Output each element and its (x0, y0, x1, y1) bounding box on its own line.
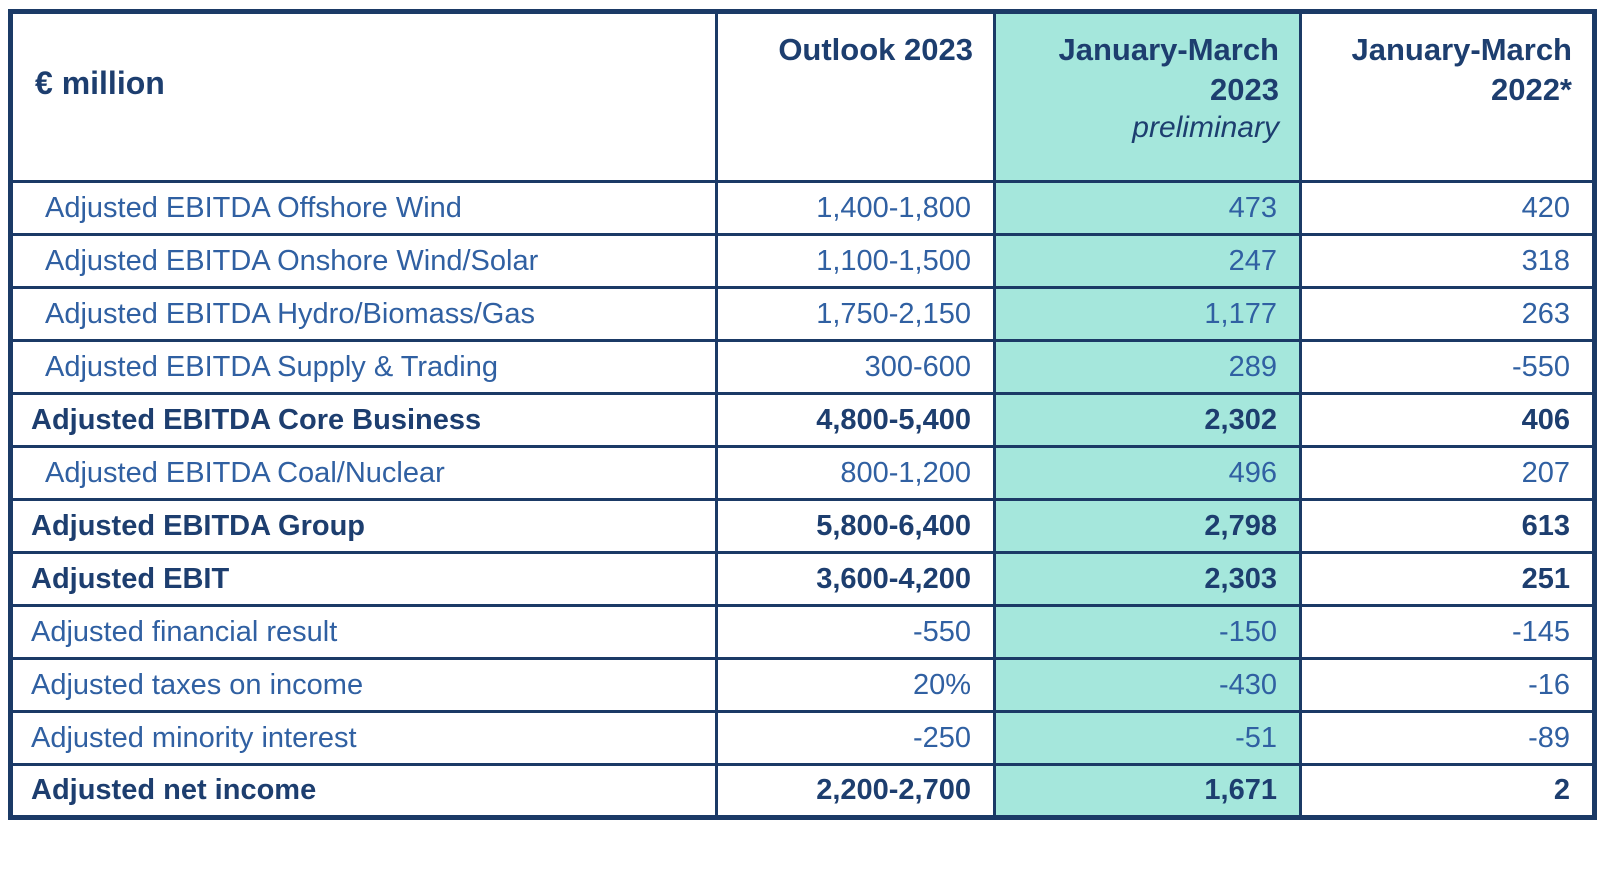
row-label: Adjusted net income (9, 763, 718, 819)
table-body: Adjusted EBITDA Offshore Wind 1,400-1,800… (9, 180, 1596, 819)
column-header-jan-march-2022: January-March 2022* (1299, 10, 1596, 183)
q1-2022-value: 406 (1299, 392, 1596, 448)
table-row: Adjusted net income 2,200-2,700 1,671 2 (9, 763, 1596, 819)
row-label: Adjusted EBITDA Coal/Nuclear (9, 445, 718, 501)
row-label: Adjusted EBITDA Offshore Wind (9, 180, 718, 236)
table-row: Adjusted financial result -550 -150 -145 (9, 604, 1596, 660)
outlook-value: 4,800-5,400 (715, 392, 996, 448)
outlook-value: 1,750-2,150 (715, 286, 996, 342)
table-row: Adjusted EBIT 3,600-4,200 2,303 251 (9, 551, 1596, 607)
q1-2023-value: 2,302 (993, 392, 1302, 448)
results-table: € million Outlook 2023 January-March 202… (8, 9, 1597, 820)
row-label: Adjusted EBITDA Group (9, 498, 718, 554)
table-header-row: € million Outlook 2023 January-March 202… (9, 10, 1596, 183)
q1-2022-value: -16 (1299, 657, 1596, 713)
column-header-jan-march-2022-label: January-March 2022* (1351, 32, 1572, 107)
outlook-value: 3,600-4,200 (715, 551, 996, 607)
q1-2023-value: -430 (993, 657, 1302, 713)
outlook-value: 1,100-1,500 (715, 233, 996, 289)
table-row: Adjusted EBITDA Supply & Trading 300-600 2… (9, 339, 1596, 395)
q1-2022-value: 318 (1299, 233, 1596, 289)
outlook-value: 20% (715, 657, 996, 713)
row-label: Adjusted EBIT (9, 551, 718, 607)
unit-label: € million (9, 10, 718, 183)
outlook-value: 800-1,200 (715, 445, 996, 501)
q1-2023-value: 247 (993, 233, 1302, 289)
q1-2023-value: 1,671 (993, 763, 1302, 819)
q1-2023-value: 496 (993, 445, 1302, 501)
table-row: Adjusted EBITDA Offshore Wind 1,400-1,800… (9, 180, 1596, 236)
q1-2023-value: 2,798 (993, 498, 1302, 554)
column-header-outlook-2023: Outlook 2023 (715, 10, 996, 183)
q1-2022-value: 613 (1299, 498, 1596, 554)
q1-2022-value: -89 (1299, 710, 1596, 766)
table-row: Adjusted taxes on income 20% -430 -16 (9, 657, 1596, 713)
q1-2023-value: 1,177 (993, 286, 1302, 342)
row-label: Adjusted EBITDA Core Business (9, 392, 718, 448)
column-header-jan-march-2023-label: January-March 2023 (1058, 32, 1279, 107)
q1-2022-value: 2 (1299, 763, 1596, 819)
row-label: Adjusted EBITDA Hydro/Biomass/Gas (9, 286, 718, 342)
table-row: Adjusted EBITDA Coal/Nuclear 800-1,200 496… (9, 445, 1596, 501)
page: € million Outlook 2023 January-March 202… (8, 9, 1597, 820)
q1-2022-value: -550 (1299, 339, 1596, 395)
q1-2022-value: 420 (1299, 180, 1596, 236)
row-label: Adjusted EBITDA Supply & Trading (9, 339, 718, 395)
table-row: Adjusted EBITDA Hydro/Biomass/Gas 1,750-2… (9, 286, 1596, 342)
outlook-value: 2,200-2,700 (715, 763, 996, 819)
row-label: Adjusted taxes on income (9, 657, 718, 713)
q1-2022-value: 251 (1299, 551, 1596, 607)
table-row: Adjusted minority interest -250 -51 -89 (9, 710, 1596, 766)
q1-2022-value: 263 (1299, 286, 1596, 342)
table-row: Adjusted EBITDA Group 5,800-6,400 2,798 613 (9, 498, 1596, 554)
row-label: Adjusted minority interest (9, 710, 718, 766)
preliminary-note: preliminary (1132, 111, 1279, 145)
q1-2022-value: -145 (1299, 604, 1596, 660)
row-label: Adjusted EBITDA Onshore Wind/Solar (9, 233, 718, 289)
outlook-value: 300-600 (715, 339, 996, 395)
q1-2022-value: 207 (1299, 445, 1596, 501)
q1-2023-value: 473 (993, 180, 1302, 236)
outlook-value: 1,400-1,800 (715, 180, 996, 236)
outlook-value: -250 (715, 710, 996, 766)
column-header-jan-march-2023: January-March 2023 preliminary (993, 10, 1302, 183)
outlook-value: -550 (715, 604, 996, 660)
q1-2023-value: 289 (993, 339, 1302, 395)
table-row: Adjusted EBITDA Core Business 4,800-5,400… (9, 392, 1596, 448)
outlook-value: 5,800-6,400 (715, 498, 996, 554)
table-row: Adjusted EBITDA Onshore Wind/Solar 1,100-… (9, 233, 1596, 289)
q1-2023-value: -150 (993, 604, 1302, 660)
q1-2023-value: 2,303 (993, 551, 1302, 607)
row-label: Adjusted financial result (9, 604, 718, 660)
q1-2023-value: -51 (993, 710, 1302, 766)
column-header-outlook-2023-label: Outlook 2023 (778, 32, 973, 67)
